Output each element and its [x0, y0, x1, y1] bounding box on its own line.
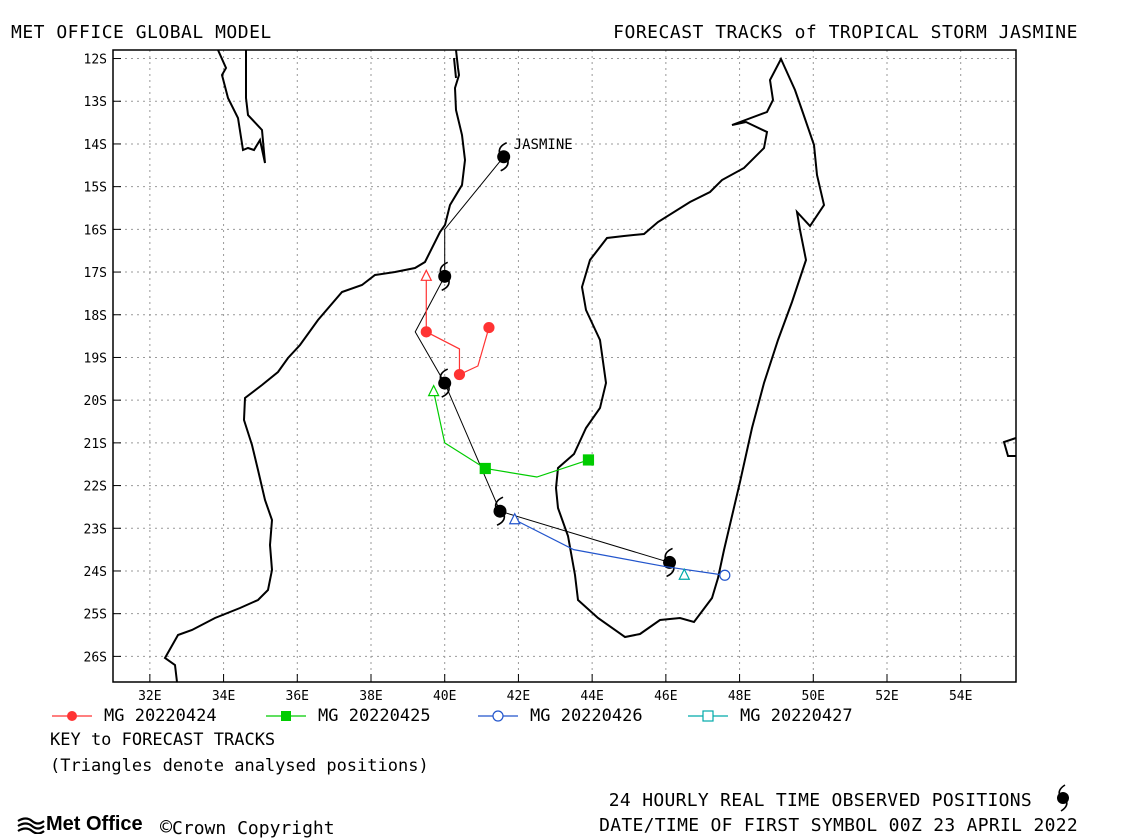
y-tick-label: 21S	[84, 437, 107, 452]
forecast-track-map: JASMINE 32E 34E 36E 38E 40E 42E 44E 46E 48E 50E 52…	[84, 49, 1017, 700]
forecast-marker-square	[582, 454, 595, 466]
y-tick-label: 20S	[84, 394, 107, 409]
coastline-africa	[217, 49, 266, 164]
y-tick-label: 25S	[84, 608, 107, 623]
cyclone-symbol-icon	[1057, 784, 1069, 812]
legend-symbol-cyan-square	[688, 710, 728, 722]
legend-item-0424: MG 20220424	[50, 706, 217, 726]
coastline-island-east	[1002, 437, 1017, 457]
x-tick-label: 48E	[728, 689, 751, 700]
copyright-text: Crown Copyright	[172, 818, 335, 839]
forecast-marker-circle	[719, 569, 731, 581]
legend-label: MG 20220424	[104, 706, 217, 726]
logo-text: Met Office	[46, 813, 143, 835]
y-tick-label: 17S	[84, 266, 107, 281]
analysed-position-triangle	[678, 567, 691, 580]
legend-item-0425: MG 20220425	[264, 706, 431, 726]
storm-name-label: JASMINE	[514, 137, 573, 153]
observed-track-line	[414, 156, 670, 563]
met-office-waves-icon	[17, 816, 45, 834]
x-tick-label: 38E	[359, 689, 382, 700]
y-tick-label: 19S	[84, 351, 107, 366]
track-line	[425, 276, 490, 376]
forecast-tracks	[420, 268, 731, 581]
coastline-africa-east	[163, 49, 467, 683]
forecast-track-0	[420, 268, 495, 381]
coastline-africa-north	[453, 57, 457, 79]
legend-symbol-blue-circle	[478, 710, 518, 722]
y-tick-label: 13S	[84, 95, 107, 110]
copyright-icon: ©	[160, 815, 173, 839]
y-tick-label: 24S	[84, 565, 107, 580]
legend-symbol-red-circle	[52, 711, 92, 721]
legend-label: MG 20220426	[530, 706, 643, 726]
forecast-marker-circle	[453, 368, 466, 381]
legend-symbol-green-square	[266, 711, 306, 721]
legend-item-0427: MG 20220427	[686, 706, 853, 726]
legend-label: MG 20220425	[318, 706, 431, 726]
observed-track	[414, 142, 677, 578]
cyclone-position-icon	[438, 261, 452, 292]
coastline-madagascar	[554, 56, 826, 639]
x-tick-label: 34E	[212, 689, 235, 700]
cyclone-position-icon	[438, 368, 452, 398]
y-tick-label: 23S	[84, 522, 107, 537]
y-tick-label: 26S	[84, 650, 107, 665]
coastlines	[163, 49, 1017, 683]
header-chart-title: FORECAST TRACKS of TROPICAL STORM JASMIN…	[613, 22, 1078, 43]
forecast-marker-square	[479, 462, 491, 475]
x-tick-label: 54E	[949, 689, 972, 700]
observed-positions-note: 24 HOURLY REAL TIME OBSERVED POSITIONS	[608, 790, 1032, 811]
key-title: KEY to FORECAST TRACKS	[50, 730, 276, 750]
forecast-marker-circle	[420, 326, 432, 338]
axis-ticks: 32E 34E 36E 38E 40E 42E 44E 46E 48E 50E 52E 54E 12S 1…	[84, 53, 973, 700]
y-tick-label: 12S	[84, 53, 107, 68]
x-tick-label: 32E	[138, 689, 161, 700]
y-tick-label: 15S	[84, 181, 107, 196]
x-tick-label: 42E	[507, 689, 530, 700]
x-tick-label: 36E	[286, 689, 309, 700]
legend-item-0426: MG 20220426	[476, 706, 643, 726]
track-line	[514, 519, 725, 576]
track-line	[433, 391, 589, 478]
legend-label: MG 20220427	[740, 706, 853, 726]
analysed-position-triangle	[508, 512, 521, 525]
y-tick-label: 16S	[84, 223, 107, 238]
key-note: (Triangles denote analysed positions)	[50, 756, 429, 776]
forecast-track-3	[678, 567, 691, 580]
y-tick-label: 22S	[84, 480, 107, 495]
analysed-position-triangle	[427, 384, 440, 397]
cyclone-position-icon	[493, 496, 507, 526]
cyclone-position-icon	[497, 142, 511, 172]
analysed-position-triangle	[420, 268, 433, 281]
met-office-logo: Met Office	[16, 813, 143, 836]
y-tick-label: 18S	[84, 309, 107, 324]
forecast-marker-circle	[483, 321, 495, 334]
x-tick-label: 44E	[580, 689, 603, 700]
x-tick-label: 40E	[433, 689, 456, 700]
y-tick-label: 14S	[84, 138, 107, 153]
forecast-track-1	[427, 384, 595, 478]
x-tick-label: 46E	[654, 689, 677, 700]
first-symbol-datetime: DATE/TIME OF FIRST SYMBOL 00Z 23 APRIL 2…	[599, 815, 1078, 836]
x-tick-label: 50E	[802, 689, 825, 700]
cyclone-position-icon	[663, 547, 677, 578]
header-model-title: MET OFFICE GLOBAL MODEL	[11, 22, 272, 43]
map-frame	[112, 49, 1017, 683]
x-tick-label: 52E	[875, 689, 898, 700]
copyright: ©Crown Copyright	[160, 815, 335, 839]
forecast-track-2	[508, 512, 731, 581]
